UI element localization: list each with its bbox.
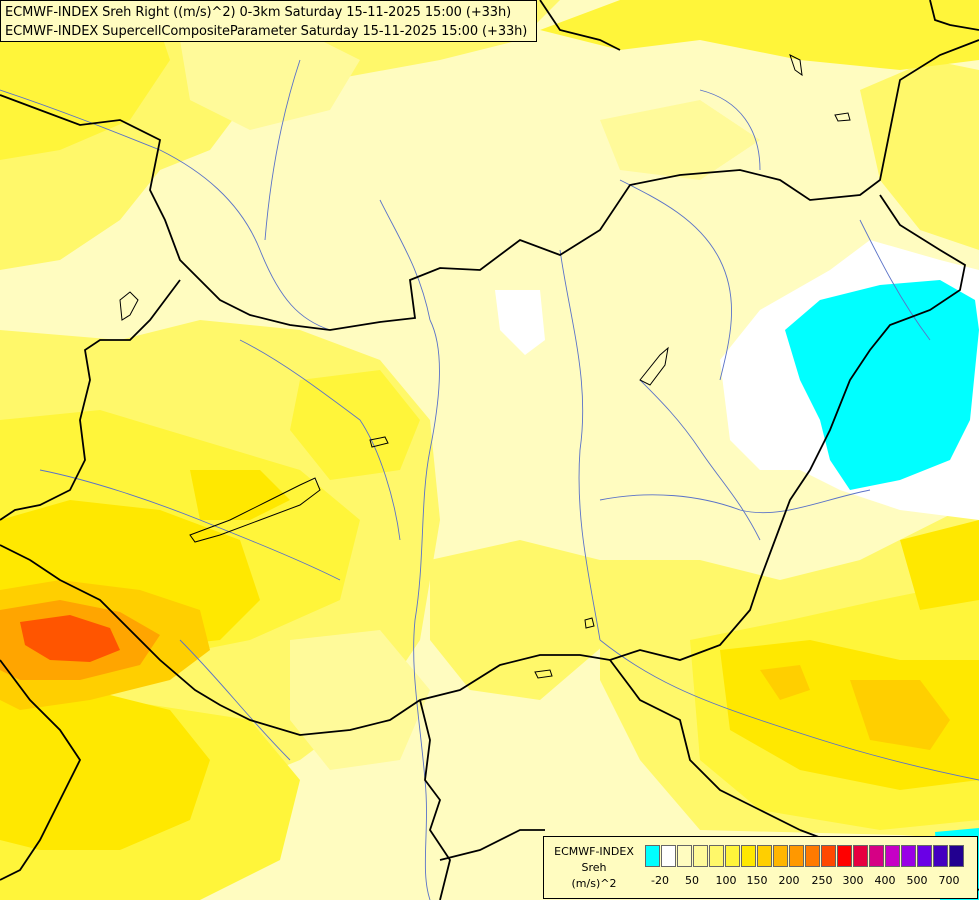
rivers [0, 59, 979, 900]
legend-swatch [741, 845, 756, 867]
legend-tick-label: 250 [811, 874, 833, 887]
color-legend: ECMWF-INDEX Sreh (m/s)^2 -20 50 100 150 200 2… [543, 836, 978, 899]
legend-swatch [677, 845, 692, 867]
legend-swatch [933, 845, 948, 867]
legend-tick-label: 700 [938, 874, 960, 887]
legend-swatch [869, 845, 884, 867]
lakes [119, 54, 851, 679]
legend-swatch [853, 845, 868, 867]
map-title-box: ECMWF-INDEX Sreh Right ((m/s)^2) 0-3km S… [0, 0, 537, 42]
legend-swatch [821, 845, 836, 867]
legend-swatch [917, 845, 932, 867]
legend-tick-label: 150 [746, 874, 768, 887]
legend-swatch [757, 845, 772, 867]
legend-swatch [773, 845, 788, 867]
legend-tick-label: 200 [778, 874, 800, 887]
legend-swatch [885, 845, 900, 867]
legend-swatch [949, 845, 964, 867]
legend-tick-label: 300 [842, 874, 864, 887]
legend-title-variable: Sreh [581, 861, 607, 874]
legend-swatch [901, 845, 916, 867]
legend-tick-label: 100 [715, 874, 737, 887]
legend-swatch [693, 845, 708, 867]
legend-swatch [837, 845, 852, 867]
legend-title-model: ECMWF-INDEX [554, 845, 634, 858]
legend-swatch [725, 845, 740, 867]
legend-swatch [661, 845, 676, 867]
legend-swatch [645, 845, 660, 867]
legend-tick-label: -20 [651, 874, 669, 887]
legend-swatch [709, 845, 724, 867]
title-line-scp: ECMWF-INDEX SupercellCompositeParameter … [5, 24, 528, 39]
legend-tick-label: 500 [906, 874, 928, 887]
legend-swatch [789, 845, 804, 867]
title-line-sreh: ECMWF-INDEX Sreh Right ((m/s)^2) 0-3km S… [5, 5, 512, 20]
legend-tick-label: 50 [685, 874, 699, 887]
legend-title-unit: (m/s)^2 [571, 877, 617, 890]
legend-tick-label: 400 [874, 874, 896, 887]
legend-swatch [805, 845, 820, 867]
